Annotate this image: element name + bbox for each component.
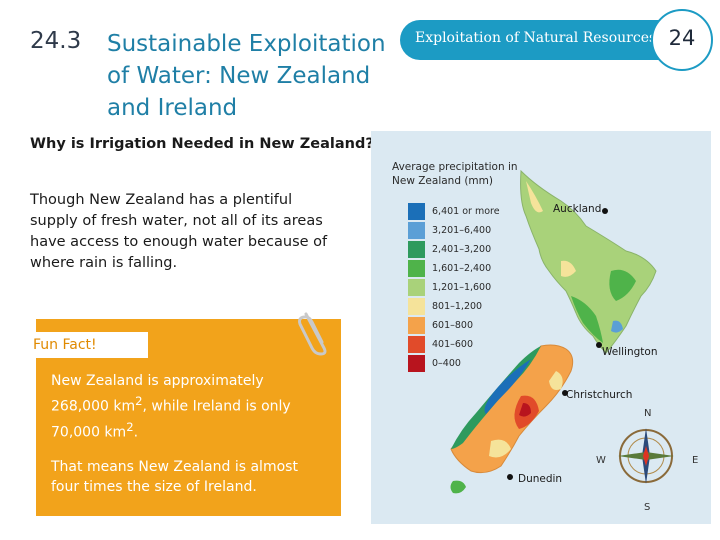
north-island-shape — [520, 169, 657, 354]
legend-swatch — [408, 336, 425, 353]
chapter-header-bar — [400, 20, 700, 60]
chapter-badge — [651, 9, 713, 71]
legend-swatch — [408, 222, 425, 239]
fun-fact-title: Fun Fact! — [33, 337, 97, 353]
city-label-wellington: Wellington — [602, 346, 658, 358]
legend-label: 0–400 — [432, 358, 461, 369]
city-label-christchurch: Christchurch — [566, 389, 633, 401]
south-island-shape — [450, 344, 574, 474]
paperclip-icon — [298, 312, 327, 356]
chapter-label: Exploitation of Natural Resources — [415, 30, 657, 46]
legend-label: 601–800 — [432, 320, 474, 331]
legend-label: 801–1,200 — [432, 301, 483, 312]
superscript-2b: 2 — [126, 419, 134, 434]
compass-south-label: S — [644, 502, 651, 513]
legend-label: 1,601–2,400 — [432, 263, 492, 274]
legend-label: 401–600 — [432, 339, 474, 350]
legend-label: 2,401–3,200 — [432, 244, 492, 255]
compass-east-label: E — [692, 455, 699, 466]
legend-swatch — [408, 241, 425, 258]
legend-swatch — [408, 203, 425, 220]
precipitation-map — [371, 131, 711, 524]
intro-paragraph: Though New Zealand has a plentiful suppl… — [30, 192, 328, 271]
legend-swatch — [408, 260, 425, 277]
stewart-island-shape — [450, 480, 466, 494]
legend-swatch — [408, 317, 425, 334]
section-number: 24.3 — [30, 28, 82, 54]
fun-fact-tab — [30, 332, 148, 358]
city-marker-wellington — [596, 342, 602, 348]
legend-swatch — [408, 279, 425, 296]
fact-text-a: New Zealand is approximately 268,000 km — [51, 373, 264, 415]
city-label-dunedin: Dunedin — [518, 473, 563, 485]
legend-label: 1,201–1,600 — [432, 282, 492, 293]
compass-rose — [618, 428, 674, 484]
city-label-auckland: Auckland — [553, 203, 602, 215]
new-zealand-map-graphic — [450, 169, 674, 494]
city-marker-auckland — [602, 208, 608, 214]
legend-title: Average precipitation in New Zealand (mm… — [392, 161, 518, 187]
section-title: Sustainable Exploitation of Water: New Z… — [107, 31, 386, 121]
fun-fact-paragraph-2: That means New Zealand is almost four ti… — [51, 459, 298, 495]
compass-north-label: N — [644, 408, 652, 419]
superscript-2a: 2 — [135, 394, 143, 408]
city-marker-dunedin — [507, 474, 513, 480]
question-heading: Why is Irrigation Needed in New Zealand? — [30, 136, 374, 152]
fact-text-b: , while Ireland is only 70,000 km — [51, 398, 291, 441]
legend-label: 3,201–6,400 — [432, 225, 492, 236]
legend-label: 6,401 or more — [432, 206, 500, 217]
fact-text-c: . — [133, 424, 139, 441]
fun-fact-paragraph-1: New Zealand is approximately 268,000 km2… — [51, 371, 321, 442]
legend-swatch — [408, 355, 425, 372]
legend-swatch — [408, 298, 425, 315]
city-marker-christchurch — [562, 390, 568, 396]
chapter-number: 24 — [668, 26, 696, 50]
compass-west-label: W — [596, 455, 606, 466]
